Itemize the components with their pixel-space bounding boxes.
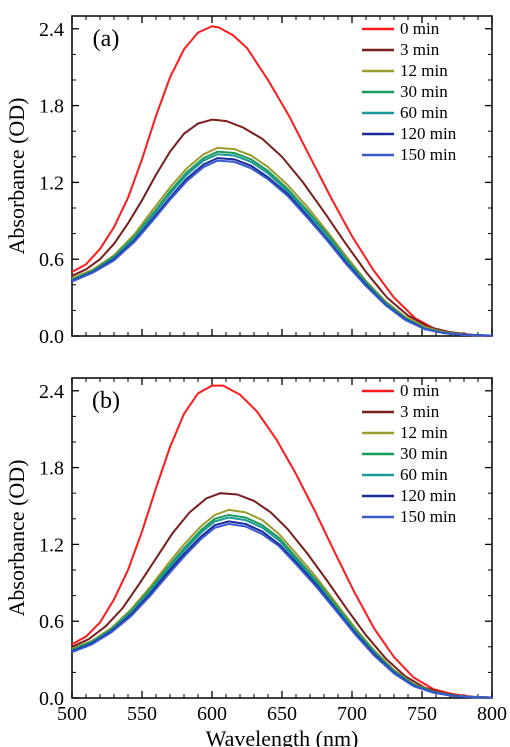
- legend-label: 120 min: [400, 124, 457, 143]
- legend-label: 150 min: [400, 145, 457, 164]
- series-curve: [72, 518, 492, 698]
- panel-tag: (b): [92, 388, 120, 414]
- x-tick-label: 750: [407, 703, 437, 725]
- series-curve: [72, 510, 492, 698]
- legend-label: 12 min: [400, 61, 448, 80]
- legend-label: 12 min: [400, 423, 448, 442]
- legend-label: 150 min: [400, 507, 457, 526]
- legend-label: 60 min: [400, 103, 448, 122]
- x-tick-label: 800: [477, 703, 507, 725]
- y-axis-label: Absorbance (OD): [4, 460, 29, 617]
- y-tick-label: 1.8: [39, 96, 64, 118]
- figure-root: 0.0 0.6 1.2 1.8 2.4 Absorbance (OD) (a) 0 min 3 …: [0, 0, 510, 747]
- x-tick-label: 700: [337, 703, 367, 725]
- chart-b-svg: 5005506006507007508000.00.61.21.82.4Abso…: [0, 362, 510, 747]
- x-tick-label: 550: [127, 703, 157, 725]
- legend-label: 60 min: [400, 465, 448, 484]
- legend-label: 3 min: [400, 402, 440, 421]
- legend-label: 0 min: [400, 381, 440, 400]
- y-tick-label: 1.8: [39, 458, 64, 480]
- y-tick-label: 1.2: [39, 172, 64, 194]
- y-axis-label: Absorbance (OD): [4, 98, 29, 255]
- y-tick-label: 2.4: [39, 19, 64, 41]
- legend-label: 3 min: [400, 40, 440, 59]
- x-axis-label: Wavelength (nm): [206, 726, 359, 747]
- y-tick-label: 0.6: [39, 249, 64, 271]
- x-tick-label: 650: [267, 703, 297, 725]
- y-tick-label: 1.2: [39, 534, 64, 556]
- x-tick-label: 600: [197, 703, 227, 725]
- panel-a: 0.0 0.6 1.2 1.8 2.4 Absorbance (OD) (a) 0 min 3 …: [0, 0, 510, 370]
- legend-label: 0 min: [400, 19, 440, 38]
- chart-a-svg: 0.0 0.6 1.2 1.8 2.4 Absorbance (OD) (a) 0 min 3 …: [0, 0, 510, 370]
- panel-tag: (a): [93, 26, 120, 52]
- y-tick-label: 0.0: [39, 326, 64, 348]
- y-tick-label: 0.0: [39, 688, 64, 710]
- legend-label: 120 min: [400, 486, 457, 505]
- panel-b: 5005506006507007508000.00.61.21.82.4Abso…: [0, 362, 510, 747]
- series-curve: [72, 521, 492, 697]
- y-tick-label: 0.6: [39, 611, 64, 633]
- legend-label: 30 min: [400, 82, 448, 101]
- y-tick-label: 2.4: [39, 381, 64, 403]
- legend-label: 30 min: [400, 444, 448, 463]
